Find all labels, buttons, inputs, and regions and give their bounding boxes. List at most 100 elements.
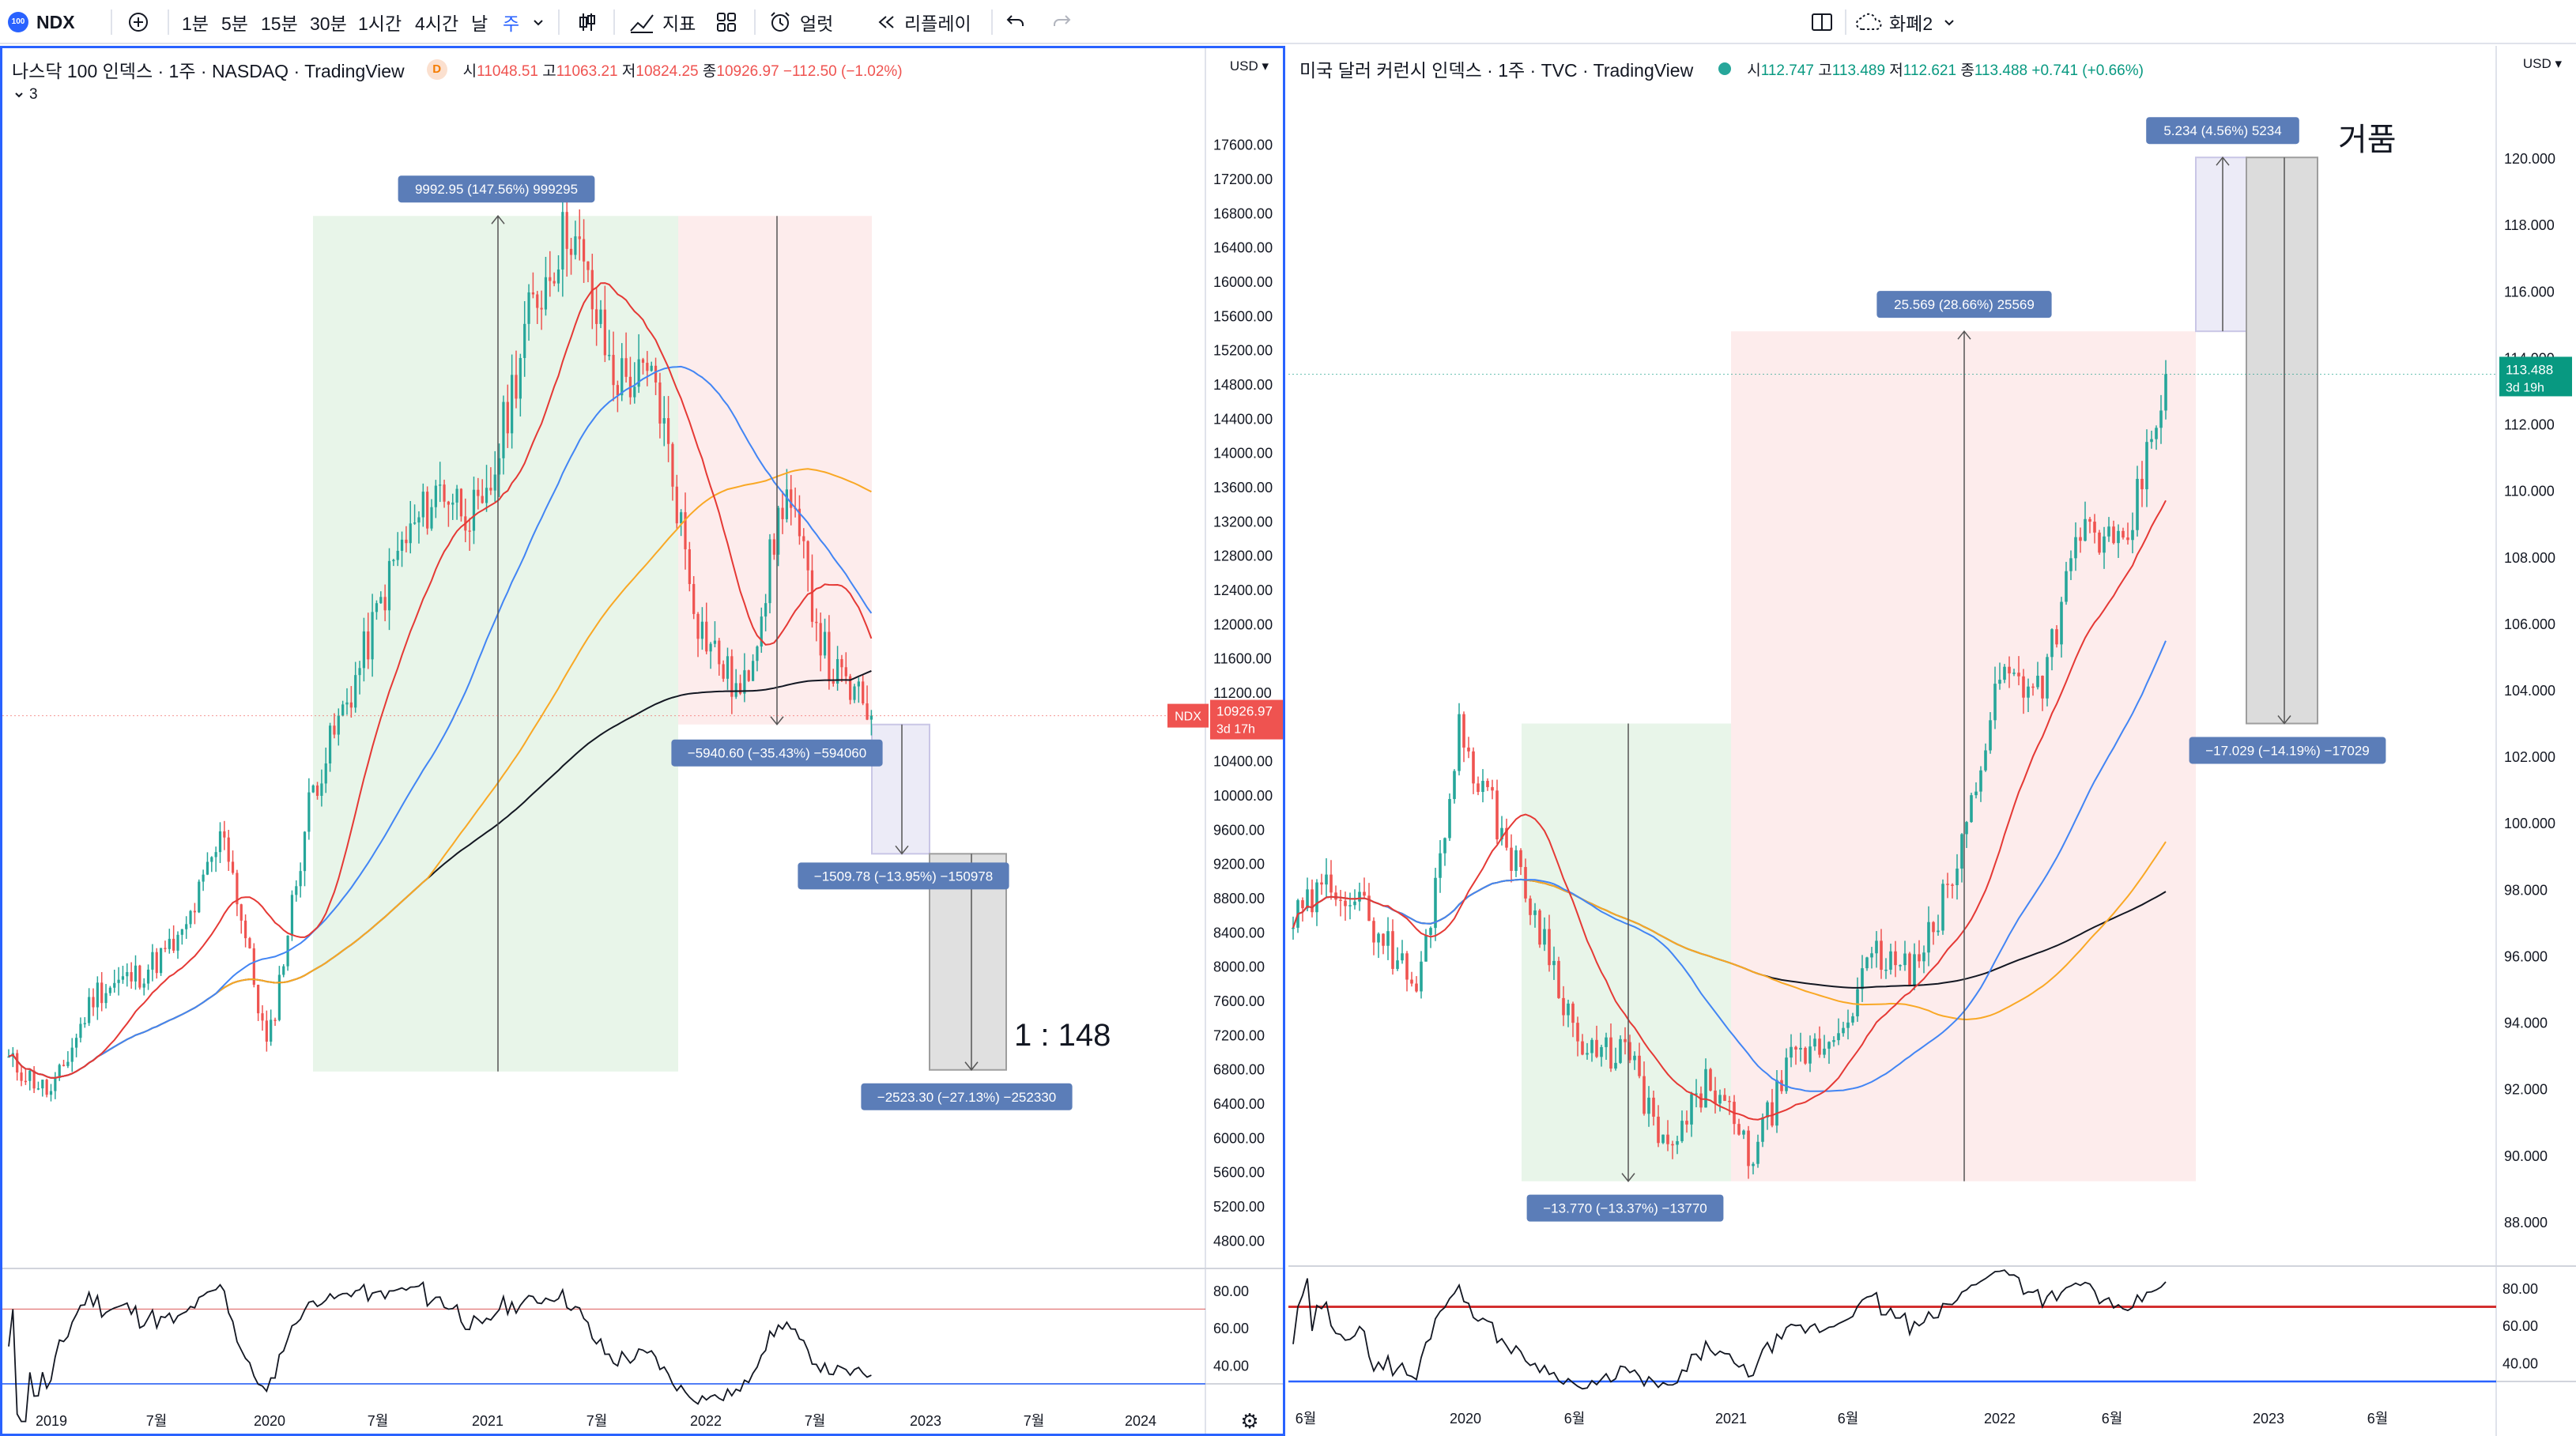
alert-button[interactable]: 얼럿 <box>768 0 833 44</box>
layout-icon <box>1812 13 1832 31</box>
candle-body <box>1434 877 1437 929</box>
close-value: 113.488 <box>1974 62 2028 79</box>
price-tick-label: 98.000 <box>2504 882 2548 898</box>
low-label: 저 <box>621 62 636 80</box>
candle-body <box>2159 410 2163 428</box>
projection-zone <box>929 853 1007 1071</box>
candle-body <box>489 488 492 491</box>
candle-body <box>2055 629 2058 645</box>
candle-body <box>299 871 302 887</box>
replay-label: 리플레이 <box>904 13 971 34</box>
ndx-chart-canvas[interactable]: USD ▾ 17600.00 17200.00 16800.00 16400.00 160… <box>2 48 1283 1434</box>
candle-body <box>1790 1046 1793 1058</box>
interval-week[interactable]: 주 <box>503 13 520 34</box>
price-tick-label: 102.000 <box>2504 749 2555 765</box>
redo-button[interactable] <box>1050 0 1073 44</box>
price-tick-label: 16000.00 <box>1213 274 1273 290</box>
price-tick-label: 6800.00 <box>1213 1062 1265 1078</box>
candle-body <box>1918 954 1921 962</box>
toolbar-divider <box>111 9 112 35</box>
compare-button[interactable] <box>126 0 150 44</box>
candle-body <box>367 631 370 660</box>
candle-body <box>1415 983 1418 992</box>
candle-body <box>1590 1039 1593 1053</box>
candle-body <box>1771 1102 1774 1126</box>
price-tick-label: 108.000 <box>2504 550 2555 566</box>
candle-body <box>400 539 404 551</box>
chart-pane-ndx[interactable]: USD ▾ 17600.00 17200.00 16800.00 16400.00 160… <box>0 46 1285 1436</box>
candle-body <box>1410 979 1413 984</box>
replay-button[interactable]: 리플레이 <box>874 0 971 44</box>
undo-icon <box>1006 15 1024 26</box>
candle-body <box>1974 791 1978 796</box>
layers-toggle[interactable]: 3 <box>13 86 38 104</box>
layout-button[interactable] <box>1810 0 1834 44</box>
interval-30m[interactable]: 30분 <box>310 13 347 34</box>
candle-body <box>379 597 383 604</box>
time-tick-label: 2024 <box>1125 1413 1156 1429</box>
candle-body <box>1827 1042 1831 1049</box>
candle-body <box>1405 953 1409 980</box>
toolbar-divider <box>754 9 756 35</box>
candle-body <box>1690 1094 1693 1125</box>
candle-body <box>832 680 835 684</box>
chevron-down-icon <box>15 92 23 98</box>
candle-body <box>586 261 590 270</box>
candle-body <box>1315 882 1318 913</box>
candle-body <box>345 702 349 705</box>
candle-body <box>100 982 104 1004</box>
measure-arrowhead <box>895 845 909 855</box>
chart-type-button[interactable] <box>575 0 599 44</box>
dxy-chart-canvas[interactable]: USD ▾120.000118.000116.000114.000112.000… <box>1288 46 2576 1436</box>
undo-button[interactable] <box>1004 0 1028 44</box>
candle-body <box>1728 1100 1731 1102</box>
indicators-button[interactable]: 지표 <box>629 0 696 44</box>
delayed-badge[interactable]: D <box>426 59 447 80</box>
interval-dropdown[interactable] <box>531 0 545 44</box>
candle-body <box>1377 933 1380 943</box>
candle-body <box>1576 1023 1579 1042</box>
candle-body <box>333 726 336 735</box>
candle-body <box>1325 874 1328 885</box>
price-tick-label: 6400.00 <box>1213 1096 1265 1112</box>
interval-1m[interactable]: 1분 <box>182 13 209 34</box>
candle-body <box>790 489 793 508</box>
time-tick-label: 6월 <box>2102 1411 2123 1427</box>
price-tick-label: 92.000 <box>2504 1082 2548 1098</box>
interval-15m[interactable]: 15분 <box>261 13 298 34</box>
measure-arrowhead <box>1957 330 1971 340</box>
interval-1h[interactable]: 1시간 <box>358 13 402 34</box>
gear-icon[interactable]: ⚙ <box>1240 1409 1258 1433</box>
symbol-search[interactable]: 100 NDX <box>8 0 75 44</box>
candle-body <box>1766 1102 1769 1118</box>
interval-5m[interactable]: 5분 <box>221 13 248 34</box>
candle-body <box>349 702 353 708</box>
high-value: 11063.21 <box>556 62 618 80</box>
candle-body <box>1747 1130 1750 1167</box>
candle-body <box>1505 827 1508 848</box>
price-tick-label: 88.000 <box>2504 1215 2548 1231</box>
layout-name-button[interactable]: 화폐2 <box>1854 0 1956 44</box>
candle-body <box>2126 537 2129 541</box>
price-tick-label: 5600.00 <box>1213 1165 1265 1181</box>
measure-label-box <box>798 862 1009 890</box>
candle-body <box>1633 1055 1636 1061</box>
interval-day[interactable]: 날 <box>471 13 488 34</box>
candle-body <box>168 938 171 949</box>
time-tick-label: 2023 <box>2253 1411 2284 1427</box>
candle-body <box>108 987 111 993</box>
candle-body <box>79 1023 82 1038</box>
chart-pane-dxy[interactable]: USD ▾120.000118.000116.000114.000112.000… <box>1288 46 2576 1436</box>
templates-button[interactable] <box>715 0 738 44</box>
price-tick-label: 11600.00 <box>1213 651 1272 667</box>
candle-body <box>1462 714 1465 748</box>
interval-4h[interactable]: 4시간 <box>415 13 459 34</box>
candle-body <box>1638 1055 1641 1076</box>
price-tick-label: 17200.00 <box>1213 171 1273 187</box>
candle-body <box>1396 960 1399 969</box>
toolbar-divider <box>558 9 560 35</box>
candle-body <box>756 646 759 661</box>
candle-body <box>2031 686 2035 688</box>
candle-body <box>371 612 374 660</box>
candle-body <box>126 972 129 977</box>
